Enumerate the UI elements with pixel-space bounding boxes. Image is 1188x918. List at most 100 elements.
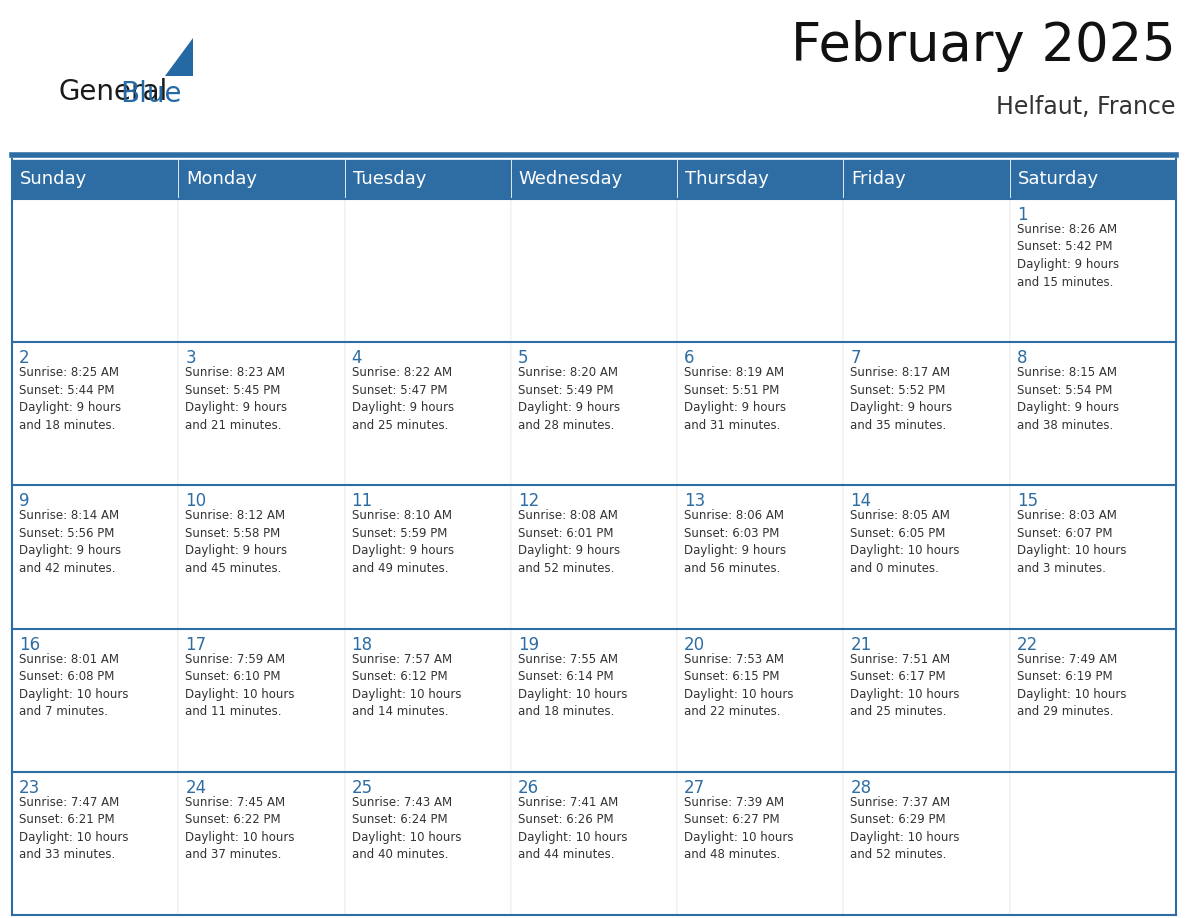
- Bar: [12, 342, 178, 486]
- Text: 25: 25: [352, 778, 373, 797]
- Bar: [1010, 159, 1176, 199]
- Text: Sunrise: 7:49 AM
Sunset: 6:19 PM
Daylight: 10 hours
and 29 minutes.: Sunrise: 7:49 AM Sunset: 6:19 PM Dayligh…: [1017, 653, 1126, 718]
- Text: Sunrise: 8:12 AM
Sunset: 5:58 PM
Daylight: 9 hours
and 45 minutes.: Sunrise: 8:12 AM Sunset: 5:58 PM Dayligh…: [185, 509, 287, 575]
- Bar: [1010, 486, 1176, 629]
- Bar: [843, 772, 1010, 915]
- Bar: [843, 159, 1010, 199]
- Text: Tuesday: Tuesday: [353, 170, 426, 188]
- Text: Sunrise: 7:41 AM
Sunset: 6:26 PM
Daylight: 10 hours
and 44 minutes.: Sunrise: 7:41 AM Sunset: 6:26 PM Dayligh…: [518, 796, 627, 861]
- Bar: [178, 199, 345, 342]
- Text: 3: 3: [185, 349, 196, 367]
- Bar: [843, 486, 1010, 629]
- Bar: [345, 629, 511, 772]
- Text: Sunrise: 7:43 AM
Sunset: 6:24 PM
Daylight: 10 hours
and 40 minutes.: Sunrise: 7:43 AM Sunset: 6:24 PM Dayligh…: [352, 796, 461, 861]
- Text: 27: 27: [684, 778, 706, 797]
- Bar: [178, 629, 345, 772]
- Text: Sunrise: 7:57 AM
Sunset: 6:12 PM
Daylight: 10 hours
and 14 minutes.: Sunrise: 7:57 AM Sunset: 6:12 PM Dayligh…: [352, 653, 461, 718]
- Text: Sunrise: 8:06 AM
Sunset: 6:03 PM
Daylight: 9 hours
and 56 minutes.: Sunrise: 8:06 AM Sunset: 6:03 PM Dayligh…: [684, 509, 786, 575]
- Text: 19: 19: [518, 635, 539, 654]
- Bar: [511, 486, 677, 629]
- Bar: [12, 199, 178, 342]
- Text: Monday: Monday: [187, 170, 258, 188]
- Text: Sunrise: 8:20 AM
Sunset: 5:49 PM
Daylight: 9 hours
and 28 minutes.: Sunrise: 8:20 AM Sunset: 5:49 PM Dayligh…: [518, 366, 620, 431]
- Text: 18: 18: [352, 635, 373, 654]
- Text: Thursday: Thursday: [685, 170, 769, 188]
- Bar: [677, 629, 843, 772]
- Text: 22: 22: [1017, 635, 1038, 654]
- Text: Sunrise: 7:47 AM
Sunset: 6:21 PM
Daylight: 10 hours
and 33 minutes.: Sunrise: 7:47 AM Sunset: 6:21 PM Dayligh…: [19, 796, 128, 861]
- Text: 11: 11: [352, 492, 373, 510]
- Text: Sunrise: 8:08 AM
Sunset: 6:01 PM
Daylight: 9 hours
and 52 minutes.: Sunrise: 8:08 AM Sunset: 6:01 PM Dayligh…: [518, 509, 620, 575]
- Text: Blue: Blue: [120, 80, 182, 108]
- Text: Sunrise: 8:14 AM
Sunset: 5:56 PM
Daylight: 9 hours
and 42 minutes.: Sunrise: 8:14 AM Sunset: 5:56 PM Dayligh…: [19, 509, 121, 575]
- Text: Sunrise: 8:22 AM
Sunset: 5:47 PM
Daylight: 9 hours
and 25 minutes.: Sunrise: 8:22 AM Sunset: 5:47 PM Dayligh…: [352, 366, 454, 431]
- Bar: [511, 342, 677, 486]
- Text: Sunrise: 8:15 AM
Sunset: 5:54 PM
Daylight: 9 hours
and 38 minutes.: Sunrise: 8:15 AM Sunset: 5:54 PM Dayligh…: [1017, 366, 1119, 431]
- Text: 9: 9: [19, 492, 30, 510]
- Bar: [1010, 199, 1176, 342]
- Bar: [345, 159, 511, 199]
- Text: 6: 6: [684, 349, 695, 367]
- Bar: [1010, 772, 1176, 915]
- Bar: [511, 199, 677, 342]
- Bar: [677, 772, 843, 915]
- Text: Sunrise: 8:01 AM
Sunset: 6:08 PM
Daylight: 10 hours
and 7 minutes.: Sunrise: 8:01 AM Sunset: 6:08 PM Dayligh…: [19, 653, 128, 718]
- Bar: [677, 342, 843, 486]
- Text: Sunrise: 8:17 AM
Sunset: 5:52 PM
Daylight: 9 hours
and 35 minutes.: Sunrise: 8:17 AM Sunset: 5:52 PM Dayligh…: [851, 366, 953, 431]
- Text: Sunrise: 8:25 AM
Sunset: 5:44 PM
Daylight: 9 hours
and 18 minutes.: Sunrise: 8:25 AM Sunset: 5:44 PM Dayligh…: [19, 366, 121, 431]
- Text: Helfaut, France: Helfaut, France: [997, 95, 1176, 119]
- Bar: [178, 342, 345, 486]
- Text: Sunrise: 7:45 AM
Sunset: 6:22 PM
Daylight: 10 hours
and 37 minutes.: Sunrise: 7:45 AM Sunset: 6:22 PM Dayligh…: [185, 796, 295, 861]
- Text: 2: 2: [19, 349, 30, 367]
- Text: 15: 15: [1017, 492, 1038, 510]
- Text: Sunrise: 8:19 AM
Sunset: 5:51 PM
Daylight: 9 hours
and 31 minutes.: Sunrise: 8:19 AM Sunset: 5:51 PM Dayligh…: [684, 366, 786, 431]
- Text: 12: 12: [518, 492, 539, 510]
- Bar: [1010, 342, 1176, 486]
- Text: 20: 20: [684, 635, 706, 654]
- Text: Sunrise: 8:26 AM
Sunset: 5:42 PM
Daylight: 9 hours
and 15 minutes.: Sunrise: 8:26 AM Sunset: 5:42 PM Dayligh…: [1017, 223, 1119, 288]
- Text: 5: 5: [518, 349, 529, 367]
- Text: Sunrise: 7:51 AM
Sunset: 6:17 PM
Daylight: 10 hours
and 25 minutes.: Sunrise: 7:51 AM Sunset: 6:17 PM Dayligh…: [851, 653, 960, 718]
- Text: Saturday: Saturday: [1018, 170, 1099, 188]
- Text: Sunrise: 7:59 AM
Sunset: 6:10 PM
Daylight: 10 hours
and 11 minutes.: Sunrise: 7:59 AM Sunset: 6:10 PM Dayligh…: [185, 653, 295, 718]
- Bar: [1010, 629, 1176, 772]
- Text: Sunrise: 7:53 AM
Sunset: 6:15 PM
Daylight: 10 hours
and 22 minutes.: Sunrise: 7:53 AM Sunset: 6:15 PM Dayligh…: [684, 653, 794, 718]
- Text: Sunday: Sunday: [20, 170, 87, 188]
- Text: 8: 8: [1017, 349, 1028, 367]
- Bar: [345, 199, 511, 342]
- Bar: [12, 629, 178, 772]
- Text: Sunrise: 7:55 AM
Sunset: 6:14 PM
Daylight: 10 hours
and 18 minutes.: Sunrise: 7:55 AM Sunset: 6:14 PM Dayligh…: [518, 653, 627, 718]
- Text: Sunrise: 7:37 AM
Sunset: 6:29 PM
Daylight: 10 hours
and 52 minutes.: Sunrise: 7:37 AM Sunset: 6:29 PM Dayligh…: [851, 796, 960, 861]
- Bar: [12, 159, 178, 199]
- Text: Sunrise: 8:23 AM
Sunset: 5:45 PM
Daylight: 9 hours
and 21 minutes.: Sunrise: 8:23 AM Sunset: 5:45 PM Dayligh…: [185, 366, 287, 431]
- Bar: [12, 486, 178, 629]
- Bar: [843, 629, 1010, 772]
- Bar: [345, 342, 511, 486]
- Text: Sunrise: 8:03 AM
Sunset: 6:07 PM
Daylight: 10 hours
and 3 minutes.: Sunrise: 8:03 AM Sunset: 6:07 PM Dayligh…: [1017, 509, 1126, 575]
- Bar: [345, 486, 511, 629]
- Text: Wednesday: Wednesday: [519, 170, 624, 188]
- Text: 17: 17: [185, 635, 207, 654]
- Text: 4: 4: [352, 349, 362, 367]
- Bar: [178, 772, 345, 915]
- Bar: [677, 199, 843, 342]
- Text: 1: 1: [1017, 206, 1028, 224]
- Text: Friday: Friday: [852, 170, 906, 188]
- Bar: [677, 486, 843, 629]
- Text: 16: 16: [19, 635, 40, 654]
- Bar: [843, 342, 1010, 486]
- Bar: [12, 772, 178, 915]
- Text: Sunrise: 8:05 AM
Sunset: 6:05 PM
Daylight: 10 hours
and 0 minutes.: Sunrise: 8:05 AM Sunset: 6:05 PM Dayligh…: [851, 509, 960, 575]
- Text: 7: 7: [851, 349, 861, 367]
- Text: February 2025: February 2025: [791, 20, 1176, 72]
- Bar: [178, 159, 345, 199]
- Text: 13: 13: [684, 492, 706, 510]
- Bar: [511, 772, 677, 915]
- Bar: [511, 629, 677, 772]
- Text: 26: 26: [518, 778, 539, 797]
- Text: General: General: [58, 78, 168, 106]
- Text: 10: 10: [185, 492, 207, 510]
- Text: Sunrise: 7:39 AM
Sunset: 6:27 PM
Daylight: 10 hours
and 48 minutes.: Sunrise: 7:39 AM Sunset: 6:27 PM Dayligh…: [684, 796, 794, 861]
- Bar: [178, 486, 345, 629]
- Text: 21: 21: [851, 635, 872, 654]
